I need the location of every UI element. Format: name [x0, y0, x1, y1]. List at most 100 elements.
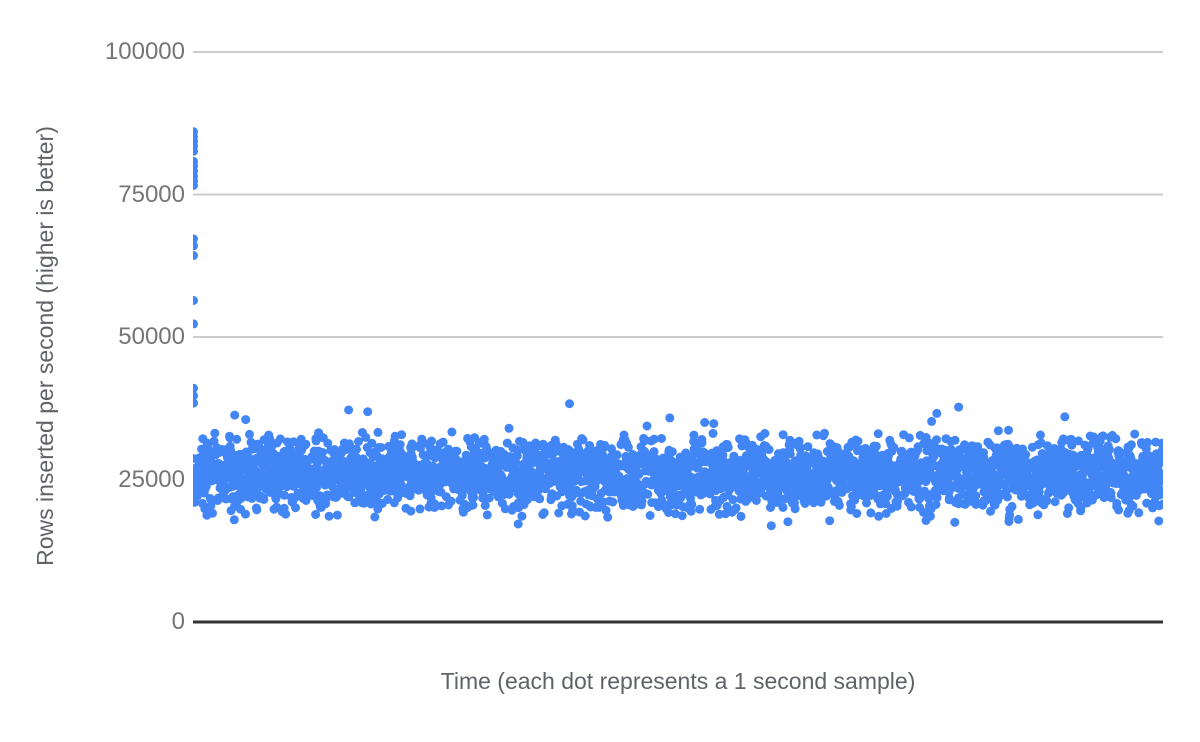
data-point — [193, 234, 198, 244]
data-point — [1067, 440, 1077, 450]
data-points — [193, 127, 1163, 531]
data-point — [193, 180, 198, 190]
data-point — [1089, 432, 1099, 442]
data-point — [446, 496, 456, 506]
data-point — [479, 434, 489, 444]
data-point — [664, 508, 673, 517]
data-point — [1035, 430, 1045, 440]
data-point — [988, 469, 998, 479]
data-point — [585, 441, 595, 450]
data-point — [193, 383, 198, 393]
data-point — [866, 508, 876, 518]
data-point — [1007, 501, 1017, 511]
data-point — [311, 436, 321, 446]
y-axis-title: Rows inserted per second (higher is bett… — [32, 126, 58, 566]
data-point — [504, 423, 514, 433]
data-point — [645, 511, 655, 520]
data-point — [986, 506, 995, 516]
data-point — [281, 509, 291, 519]
data-point — [1004, 425, 1013, 435]
data-point — [649, 447, 659, 457]
data-point — [208, 508, 217, 518]
data-point — [667, 447, 677, 457]
data-point — [361, 432, 371, 442]
data-point — [1155, 485, 1163, 495]
data-point — [932, 493, 942, 503]
data-point — [193, 491, 202, 501]
data-point — [1076, 503, 1086, 513]
data-point — [397, 430, 407, 440]
data-point — [695, 504, 705, 514]
data-point — [406, 506, 416, 516]
data-point — [344, 405, 354, 415]
data-point — [1111, 434, 1121, 444]
data-point — [649, 434, 659, 444]
data-point — [785, 449, 795, 459]
data-point — [760, 429, 770, 438]
data-point — [469, 492, 479, 502]
data-point — [637, 496, 647, 506]
data-point — [1157, 469, 1163, 479]
data-point — [461, 450, 471, 460]
data-point — [790, 504, 800, 514]
data-point — [1074, 436, 1083, 446]
data-point — [795, 444, 805, 454]
data-point — [513, 519, 523, 529]
data-point — [825, 516, 835, 526]
data-point — [500, 504, 510, 514]
data-point — [1130, 429, 1140, 439]
data-point — [193, 241, 198, 251]
data-point — [871, 441, 881, 451]
data-point — [318, 448, 328, 457]
data-point — [363, 407, 373, 417]
data-point — [210, 428, 220, 438]
data-point — [332, 510, 342, 520]
data-point — [265, 434, 275, 444]
y-tick-label: 75000 — [118, 180, 185, 208]
data-point — [642, 421, 652, 431]
data-point — [600, 440, 610, 450]
data-point — [932, 435, 941, 445]
data-point — [882, 491, 892, 501]
data-point — [1158, 499, 1163, 509]
data-point — [437, 501, 447, 511]
data-point — [367, 438, 377, 448]
data-point — [415, 504, 425, 514]
data-point — [354, 437, 363, 446]
data-point — [1128, 501, 1138, 511]
data-point — [873, 429, 883, 439]
data-point — [874, 511, 884, 521]
data-point — [709, 419, 719, 429]
data-point — [565, 399, 574, 409]
data-point — [376, 443, 386, 452]
data-point — [950, 517, 960, 527]
data-point — [700, 418, 710, 427]
data-point — [1002, 492, 1012, 502]
data-point — [236, 494, 246, 504]
data-point — [193, 251, 198, 260]
data-point — [665, 413, 675, 423]
data-point — [904, 433, 914, 443]
data-point — [539, 508, 549, 518]
data-point — [612, 450, 622, 460]
data-point — [1126, 440, 1136, 450]
data-point — [352, 444, 361, 454]
data-point — [919, 508, 929, 517]
data-point — [443, 444, 453, 454]
data-point — [1154, 516, 1163, 526]
y-tick-label: 0 — [171, 608, 185, 635]
data-point — [427, 436, 436, 446]
data-point — [225, 433, 235, 443]
data-point — [643, 489, 653, 499]
data-point — [480, 500, 490, 510]
data-point — [1050, 497, 1060, 507]
data-point — [373, 427, 383, 437]
data-point — [206, 501, 216, 511]
data-point — [511, 458, 521, 468]
data-point — [687, 499, 697, 509]
data-point — [764, 445, 774, 454]
data-point — [929, 452, 939, 462]
data-point — [535, 494, 545, 504]
data-point — [193, 319, 198, 329]
data-point — [241, 415, 251, 425]
